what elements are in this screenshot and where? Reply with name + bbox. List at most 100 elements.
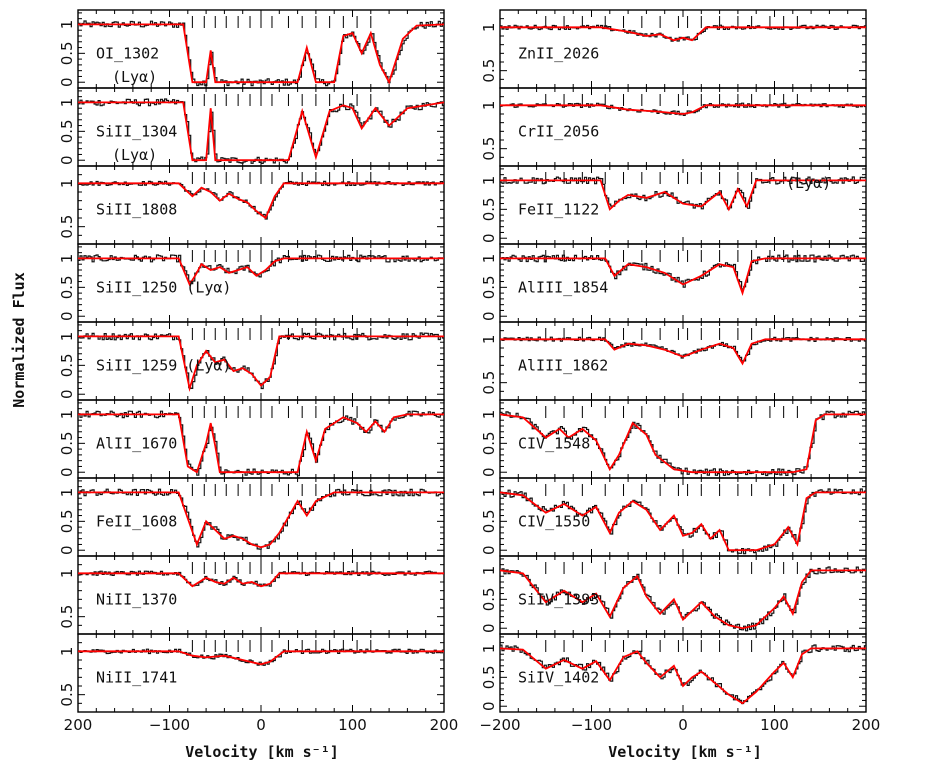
y-tick-label: 0.5 <box>480 509 498 533</box>
panel-crii_2056: 0.5 1 CrII_2056 <box>480 87 867 167</box>
observed-spectrum <box>500 566 866 632</box>
panel-label: SiII_1808 <box>96 200 177 218</box>
panel-label: NiII_1741 <box>96 668 177 686</box>
panel-label: FeII_1608 <box>96 512 177 530</box>
panel-siii_1259: 0 0.5 1 SiII_1259 (Lyα) <box>58 321 445 401</box>
y-tick-label: 1 <box>58 20 76 30</box>
model-fit <box>500 338 866 366</box>
y-tick-label: 1 <box>480 644 498 654</box>
panel-feii_1608: 0 0.5 1 FeII_1608 <box>58 477 445 557</box>
y-tick-label: 1 <box>58 332 76 342</box>
observed-spectrum <box>78 20 444 87</box>
x-tick-label: 200 <box>430 716 459 734</box>
y-tick-label: 0 <box>58 77 76 87</box>
model-fit <box>78 257 444 287</box>
panel-civ_1548: 0 0.5 1 CIV_1548 <box>480 399 867 479</box>
y-tick-label: 1 <box>58 410 76 420</box>
y-tick-label: 0.5 <box>480 431 498 455</box>
model-fit <box>500 26 866 42</box>
model-fit <box>500 179 866 212</box>
panel-label: AlIII_1854 <box>518 278 608 296</box>
panel-label: AlII_1670 <box>96 434 177 452</box>
y-tick-label: 0.5 <box>480 587 498 611</box>
y-tick-label: 1 <box>58 98 76 108</box>
panel-label: SiII_1304 <box>96 122 177 140</box>
model-fit <box>78 101 445 162</box>
y-tick-label: 0.5 <box>58 431 76 455</box>
y-tick-label: 0.5 <box>58 275 76 299</box>
x-tick-label: 100 <box>338 716 367 734</box>
panel-siiv_1393: 0 0.5 1 SiIV_1393 <box>480 555 867 635</box>
panel-label: SiIV_1402 <box>518 668 599 686</box>
panels-root: 0 0.5 1 OI_1302 (Lyα) 0 0.5 1 SiII_1304 (Lyα) 0.5 1… <box>58 9 881 734</box>
x-tick-label: −100 <box>149 716 190 734</box>
panel-label: SiIV_1393 <box>518 590 599 608</box>
y-tick-label: 1 <box>480 101 498 111</box>
y-tick-label: 1 <box>58 569 76 579</box>
y-tick-label: 1 <box>58 254 76 264</box>
y-tick-label: 0 <box>58 545 76 555</box>
panel-feii_1122: 0 0.5 1 FeII_1122 (Lyα) <box>480 165 867 245</box>
panel-label: OI_1302 <box>96 44 159 62</box>
y-tick-label: 0 <box>480 467 498 477</box>
y-tick-label: 0 <box>480 701 498 711</box>
model-fit <box>500 104 866 115</box>
y-tick-label: 1 <box>480 410 498 420</box>
panel-label: NiII_1370 <box>96 590 177 608</box>
panel-siii_1304: 0 0.5 1 SiII_1304 (Lyα) <box>58 87 445 167</box>
panel-aliii_1862: 0.5 1 AlIII_1862 <box>480 321 867 401</box>
y-tick-label: 1 <box>58 488 76 498</box>
y-tick-label: 0.5 <box>480 371 498 395</box>
y-tick-label: 1 <box>58 179 76 189</box>
panel-niii_1741: 0.5 1 NiII_1741 200 −100 0 100 200 <box>58 633 459 734</box>
model-fit <box>499 491 866 552</box>
y-tick-label: 0.5 <box>58 353 76 377</box>
panel-siiv_1402: 0 0.5 1 SiIV_1402 −200 −100 0 100 200 <box>479 633 881 734</box>
panel-sublabel: (Lyα) <box>112 146 157 164</box>
observed-spectrum <box>78 254 444 285</box>
y-tick-label: 1 <box>58 647 76 657</box>
y-tick-label: 0.5 <box>480 137 498 161</box>
y-tick-label: 0 <box>480 623 498 633</box>
y-tick-label: 0 <box>58 311 76 321</box>
y-tick-label: 0.5 <box>480 275 498 299</box>
y-tick-label: 0.5 <box>58 509 76 533</box>
observed-spectrum <box>500 176 866 210</box>
model-fit <box>78 491 444 549</box>
y-tick-label: 1 <box>480 566 498 576</box>
y-tick-label: 0.5 <box>58 119 76 143</box>
x-tick-label: −200 <box>479 716 520 734</box>
left-column: 0 0.5 1 OI_1302 (Lyα) 0 0.5 1 SiII_1304 (Lyα) 0.5 1… <box>58 9 459 734</box>
y-tick-label: 0 <box>480 311 498 321</box>
model-fit <box>499 413 866 474</box>
panel-siii_1808: 0.5 1 SiII_1808 <box>58 165 445 245</box>
model-fit <box>78 182 444 220</box>
panel-label: CIV_1550 <box>518 512 590 530</box>
y-tick-label: 0.5 <box>480 197 498 221</box>
y-tick-label: 0.5 <box>480 665 498 689</box>
panel-oi_1302: 0 0.5 1 OI_1302 (Lyα) <box>58 9 445 89</box>
x-tick-label: 200 <box>64 716 93 734</box>
model-fit <box>78 23 445 85</box>
model-fit <box>78 413 444 474</box>
model-fit <box>500 257 866 297</box>
panel-label: CrII_2056 <box>518 122 599 140</box>
panel-alii_1670: 0 0.5 1 AlII_1670 <box>58 399 445 479</box>
right-column: 0.5 1 ZnII_2026 0.5 1 CrII_2056 0 0.5 1 FeII_1122… <box>479 9 881 734</box>
panel-label: ZnII_2026 <box>518 44 599 62</box>
panel-civ_1550: 0 0.5 1 CIV_1550 <box>480 477 867 557</box>
y-tick-label: 0.5 <box>480 59 498 83</box>
panel-znii_2026: 0.5 1 ZnII_2026 <box>480 9 867 89</box>
y-tick-label: 0.5 <box>58 41 76 65</box>
x-axis-label-left: Velocity [km s⁻¹] <box>185 743 339 761</box>
y-tick-label: 1 <box>480 176 498 186</box>
model-fit <box>499 647 866 705</box>
y-tick-label: 1 <box>480 335 498 345</box>
x-tick-label: 100 <box>760 716 789 734</box>
y-tick-label: 1 <box>480 254 498 264</box>
x-tick-label: 200 <box>852 716 881 734</box>
panel-label: AlIII_1862 <box>518 356 608 374</box>
x-tick-label: 0 <box>678 716 688 734</box>
model-fit <box>78 572 444 588</box>
